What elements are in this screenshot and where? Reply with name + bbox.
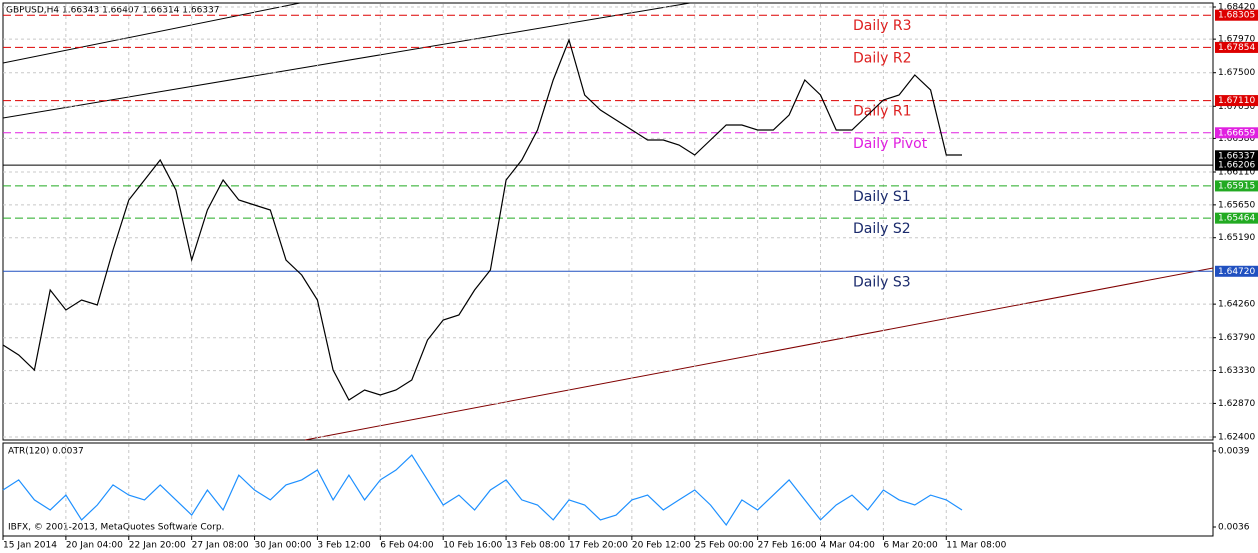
x-tick-label: 30 Jan 00:00 — [255, 541, 312, 551]
level-name: Daily S2 — [853, 221, 911, 237]
price-label: 1.68305 — [1218, 11, 1255, 21]
x-tick-label: 20 Feb 12:00 — [632, 541, 691, 551]
level-name: Daily R1 — [853, 104, 912, 120]
x-tick-label: 4 Mar 04:00 — [821, 541, 876, 551]
level-name: Daily Pivot — [853, 136, 928, 152]
price-label: 1.65915 — [1218, 181, 1255, 191]
x-tick-label: 27 Jan 08:00 — [192, 541, 249, 551]
price-box — [1215, 41, 1258, 53]
price-label: 1.65464 — [1218, 214, 1255, 224]
y-tick-label: 1.68420 — [1218, 3, 1255, 13]
trend-line — [304, 267, 1214, 441]
price-box — [1215, 9, 1258, 21]
y-tick-label: 1.65190 — [1218, 233, 1255, 243]
y-tick-label: 1.62400 — [1218, 433, 1255, 443]
price-label: 1.67110 — [1218, 96, 1255, 106]
copyright: IBFX, © 2001-2013, MetaQuotes Software C… — [8, 523, 224, 533]
level-name: Daily S3 — [853, 274, 911, 290]
chart-title: GBPUSD,H4 1.66343 1.66407 1.66314 1.6633… — [6, 6, 219, 16]
x-tick-label: 6 Mar 20:00 — [883, 541, 938, 551]
level-name: Daily S1 — [853, 189, 911, 205]
x-tick-label: 3 Feb 12:00 — [317, 541, 371, 551]
price-box — [1215, 212, 1258, 224]
channel-line — [2, 2, 301, 64]
main-panel — [2, 2, 1214, 441]
x-tick-label: 15 Jan 2014 — [3, 541, 57, 551]
x-tick-label: 10 Feb 16:00 — [443, 541, 502, 551]
x-tick-label: 20 Jan 04:00 — [66, 541, 123, 551]
price-line-series — [2, 38, 962, 401]
channel-line — [2, 2, 691, 119]
y-tick-label: 1.66580 — [1218, 134, 1255, 144]
price-box — [1215, 95, 1258, 107]
price-box — [1215, 265, 1258, 277]
x-tick-label: 22 Jan 20:00 — [129, 541, 186, 551]
x-tick-label: 17 Feb 20:00 — [569, 541, 628, 551]
price-label: 1.66206 — [1218, 161, 1255, 171]
x-tick-label: 6 Feb 04:00 — [380, 541, 434, 551]
x-tick-label: 13 Feb 08:00 — [506, 541, 565, 551]
price-box — [1215, 150, 1258, 162]
price-box — [1215, 127, 1258, 139]
level-name: Daily R3 — [853, 18, 912, 34]
x-tick-label: 25 Feb 00:00 — [695, 541, 754, 551]
y-tick-label: 0.0036 — [1218, 523, 1250, 533]
y-tick-label: 1.62870 — [1218, 399, 1255, 409]
y-tick-label: 1.66110 — [1218, 168, 1255, 178]
y-tick-label: 1.67500 — [1218, 68, 1255, 78]
y-tick-label: 1.64260 — [1218, 300, 1255, 310]
x-tick-label: 27 Feb 16:00 — [758, 541, 817, 551]
y-tick-label: 1.63790 — [1218, 333, 1255, 343]
x-tick-label: 11 Mar 08:00 — [946, 541, 1006, 551]
y-tick-label: 1.63330 — [1218, 366, 1255, 376]
price-label: 1.66659 — [1218, 128, 1255, 138]
y-tick-label: 1.65650 — [1218, 200, 1255, 210]
price-label: 1.64720 — [1218, 267, 1255, 277]
price-label: 1.66337 — [1218, 151, 1255, 161]
atr-line — [2, 454, 963, 527]
price-box — [1215, 159, 1258, 171]
price-label: 1.67854 — [1218, 43, 1255, 53]
y-tick-label: 1.67030 — [1218, 102, 1255, 112]
indicator-title: ATR(120) 0.0037 — [8, 447, 84, 457]
level-name: Daily R2 — [853, 50, 912, 66]
y-tick-label: 1.67970 — [1218, 35, 1255, 45]
y-tick-label: 0.0039 — [1218, 447, 1250, 457]
price-box — [1215, 180, 1258, 192]
